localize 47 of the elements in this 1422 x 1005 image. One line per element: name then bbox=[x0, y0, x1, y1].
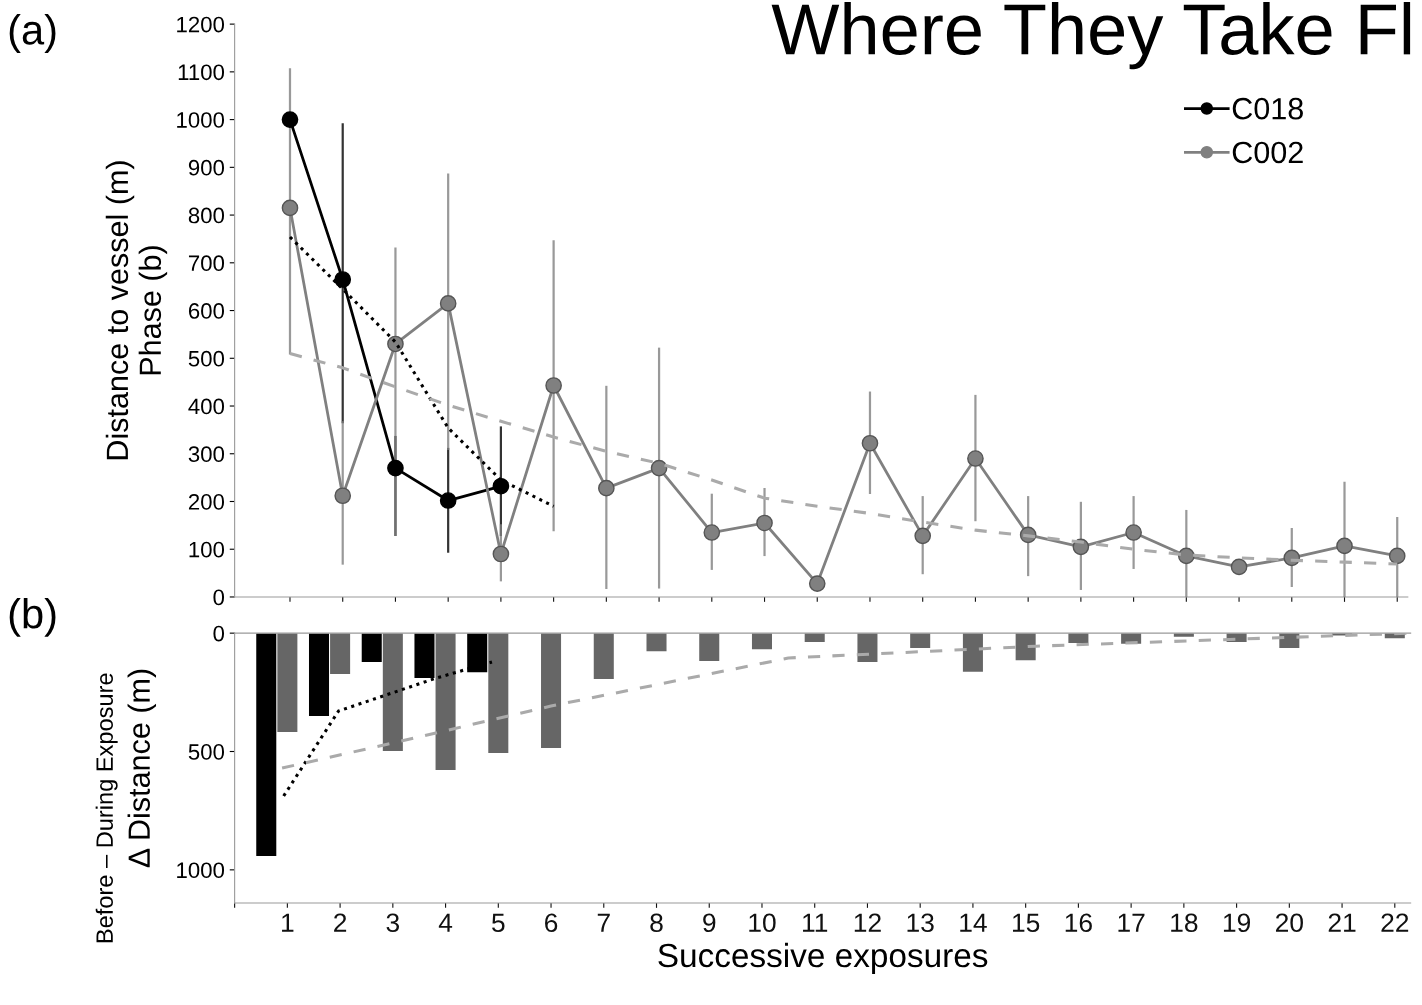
x-tick-label: 1 bbox=[282, 913, 294, 932]
x-tick-label: 3 bbox=[386, 913, 400, 933]
text: (b) bbox=[9, 597, 56, 637]
y-tick-label: 1000 bbox=[177, 112, 225, 128]
x-tick-label: 18 bbox=[1171, 913, 1198, 933]
x-tick-label: 19 bbox=[1223, 913, 1251, 933]
x-tick-label: 16 bbox=[1065, 913, 1092, 933]
x-tick-label: 5 bbox=[492, 913, 505, 933]
x-tick-label: 13 bbox=[907, 913, 934, 933]
y-tick-label: 600 bbox=[188, 303, 225, 319]
x-tick-label: 10 bbox=[749, 913, 776, 933]
y-tick-label: 1100 bbox=[178, 64, 225, 81]
y-axis-title: Δ Distance (m) bbox=[127, 669, 157, 868]
x-tick-label: 2 bbox=[334, 913, 347, 932]
y-tick-label: 1200 bbox=[177, 16, 225, 33]
y-tick-label: 0 bbox=[213, 589, 225, 606]
x-tick-label: 11 bbox=[803, 913, 828, 932]
y-tick-label: 1000 bbox=[177, 862, 225, 879]
x-tick-label: 7 bbox=[597, 913, 610, 932]
y-tick-label: 400 bbox=[188, 398, 225, 415]
y-tick-label: 300 bbox=[188, 446, 225, 463]
x-tick-label: 6 bbox=[545, 913, 558, 933]
y-tick-label: 100 bbox=[189, 541, 225, 558]
x-tick-label: 8 bbox=[650, 913, 663, 933]
x-tick-label: 14 bbox=[960, 913, 987, 932]
x-tick-label: 15 bbox=[1012, 913, 1040, 933]
legend-label: C018 bbox=[1232, 97, 1303, 120]
y-tick-label: 500 bbox=[188, 744, 225, 760]
legend-label: C002 bbox=[1232, 141, 1303, 164]
x-tick-label: 17 bbox=[1118, 913, 1145, 932]
y-tick-label: 900 bbox=[188, 159, 225, 176]
x-axis-title: Successive exposures bbox=[658, 942, 988, 974]
chart-title: Where They Take Fl bbox=[771, 2, 1411, 70]
y-axis-title: Distance to vessel (m) Phase (b) bbox=[105, 161, 168, 460]
y-tick-label: 0 bbox=[213, 625, 225, 642]
x-tick-label: 4 bbox=[438, 913, 453, 932]
x-tick-label: 9 bbox=[703, 913, 716, 933]
text: Before – During Exposure bbox=[95, 673, 118, 943]
y-tick-label: 500 bbox=[188, 350, 225, 367]
y-tick-label: 800 bbox=[188, 207, 225, 224]
x-tick-label: 20 bbox=[1275, 913, 1303, 933]
x-tick-label: 21 bbox=[1328, 913, 1356, 932]
x-tick-label: 12 bbox=[854, 913, 881, 932]
x-tick-label: 22 bbox=[1381, 913, 1409, 932]
text: (a) bbox=[9, 14, 56, 53]
y-tick-label: 200 bbox=[188, 494, 225, 510]
y-tick-label: 700 bbox=[188, 255, 225, 272]
